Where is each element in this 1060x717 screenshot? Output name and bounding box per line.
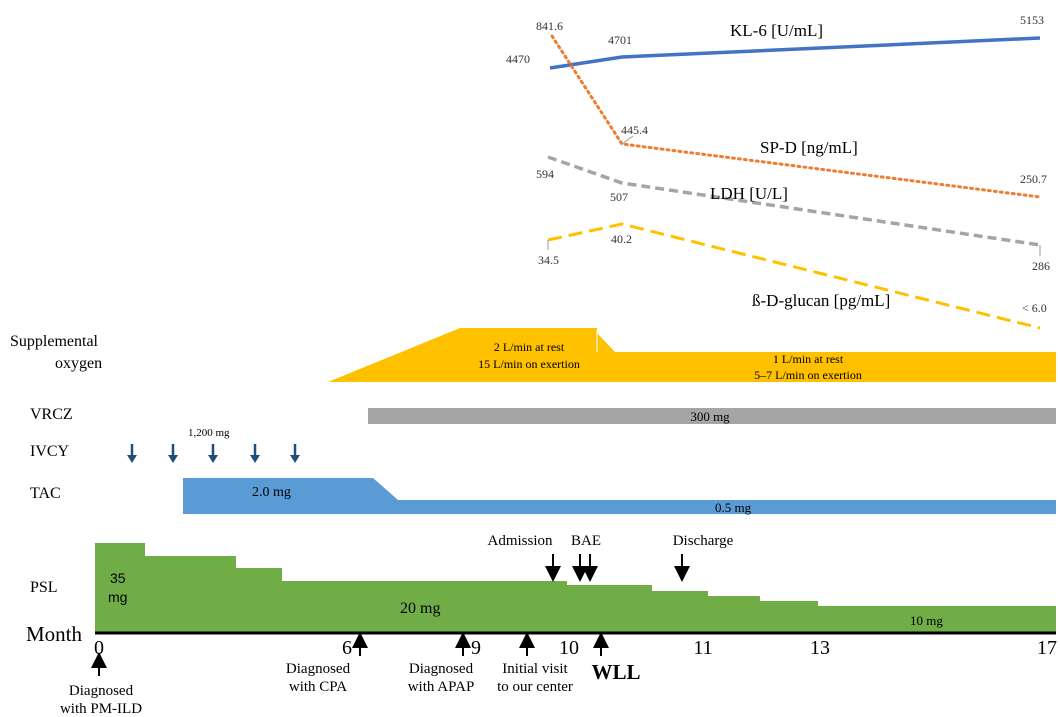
ivcy-dose-arrow (208, 444, 218, 463)
psl-area (95, 543, 1056, 632)
event-pm-ild-line1: Diagnosed (69, 683, 134, 699)
month-axis: Month 0 6 9 10 11 13 17 (26, 622, 1057, 659)
ivcy-label: IVCY (30, 443, 70, 460)
event-admission: Admission (487, 533, 553, 549)
biomarker-panel: KL-6 [U/mL] 4470 4701 5153 SP-D [ng/mL] … (506, 13, 1050, 330)
kl6-value-0: 4470 (506, 52, 530, 66)
axis-tick-label-13: 13 (810, 637, 830, 659)
oxygen-phase1-line1: 2 L/min at rest (494, 340, 565, 354)
event-bae: BAE (571, 533, 601, 549)
axis-label: Month (26, 622, 83, 646)
psl-label: PSL (30, 579, 58, 596)
oxygen-phase1-line2: 15 L/min on exertion (478, 357, 580, 371)
events-above: Admission BAE Discharge (487, 533, 734, 582)
spd-value-2: 250.7 (1020, 172, 1047, 186)
psl-row: PSL 35 mg 20 mg 10 mg (30, 543, 1056, 632)
axis-tick-label-10: 10 (559, 637, 579, 659)
event-cpa-line1: Diagnosed (286, 661, 351, 677)
spd-label: SP-D [ng/mL] (760, 138, 858, 157)
ivcy-dose-arrow (168, 444, 178, 463)
kl6-label: KL-6 [U/mL] (730, 21, 823, 40)
axis-tick-label-9: 9 (471, 637, 481, 659)
tac-label: TAC (30, 485, 61, 502)
event-pm-ild-line2: with PM-ILD (60, 701, 142, 717)
ivcy-dose-arrow (290, 444, 300, 463)
tac-dose-low: 0.5 mg (715, 500, 752, 515)
axis-ticks: 0 6 9 10 11 13 17 (94, 637, 1057, 659)
axis-tick-label-17: 17 (1037, 637, 1057, 659)
psl-dose-start-line2: mg (108, 589, 127, 605)
event-cpa-line2: with CPA (289, 679, 347, 695)
kl6-line (549, 36, 1041, 70)
kl6-value-2: 5153 (1020, 13, 1044, 27)
oxygen-label-line2: oxygen (55, 355, 102, 372)
event-visit-line1: Initial visit (502, 661, 568, 677)
spd-value-0: 841.6 (536, 19, 563, 33)
oxygen-phase2-line1: 1 L/min at rest (773, 352, 844, 366)
ivcy-dose: 1,200 mg (188, 427, 230, 439)
ivcy-row: IVCY 1,200 mg (30, 427, 300, 463)
oxygen-row: Supplemental oxygen 2 L/min at rest 15 L… (10, 328, 1056, 382)
tac-dose-high: 2.0 mg (252, 485, 291, 500)
spd-tick (621, 135, 634, 145)
event-apap-line1: Diagnosed (409, 661, 474, 677)
spd-value-1: 445.4 (621, 123, 648, 137)
event-visit-line2: to our center (497, 679, 573, 695)
tac-bar (183, 478, 1056, 514)
ldh-value-2: 286 (1032, 259, 1050, 273)
event-wll: WLL (591, 660, 640, 684)
vrcz-dose: 300 mg (690, 409, 730, 424)
kl6-value-1: 4701 (608, 33, 632, 47)
vrcz-label: VRCZ (30, 406, 73, 423)
ivcy-dose-arrows (127, 444, 300, 463)
ldh-line (547, 155, 1041, 247)
tac-row: TAC 2.0 mg 0.5 mg (30, 478, 1056, 515)
bdg-value-2: < 6.0 (1022, 301, 1047, 315)
oxygen-phase2-line2: 5–7 L/min on exertion (754, 368, 862, 382)
events-below: Diagnosed with PM-ILD Diagnosed with CPA… (60, 632, 641, 717)
oxygen-band (328, 328, 1056, 382)
ldh-label: LDH [U/L] (710, 184, 788, 203)
ivcy-dose-arrow (250, 444, 260, 463)
ldh-value-0: 594 (536, 167, 554, 181)
bdg-value-0: 34.5 (538, 253, 559, 267)
event-apap-line2: with APAP (408, 679, 475, 695)
axis-tick-label-6: 6 (342, 637, 352, 659)
ldh-value-1: 507 (610, 190, 628, 204)
psl-dose-end: 10 mg (910, 613, 943, 628)
psl-dose-start-line1: 35 (110, 570, 126, 586)
bdg-line (547, 222, 1041, 330)
vrcz-row: VRCZ 300 mg (30, 406, 1056, 424)
oxygen-label-line1: Supplemental (10, 333, 99, 350)
bdg-label: ß-D-glucan [pg/mL] (752, 291, 890, 310)
bdg-value-1: 40.2 (611, 232, 632, 246)
axis-tick-label-0: 0 (94, 637, 104, 659)
vrcz-bar (368, 408, 1056, 424)
spd-line (550, 34, 1042, 199)
psl-dose-mid: 20 mg (400, 600, 440, 617)
event-discharge: Discharge (673, 533, 734, 549)
axis-tick-label-11: 11 (693, 637, 712, 659)
ivcy-dose-arrow (127, 444, 137, 463)
